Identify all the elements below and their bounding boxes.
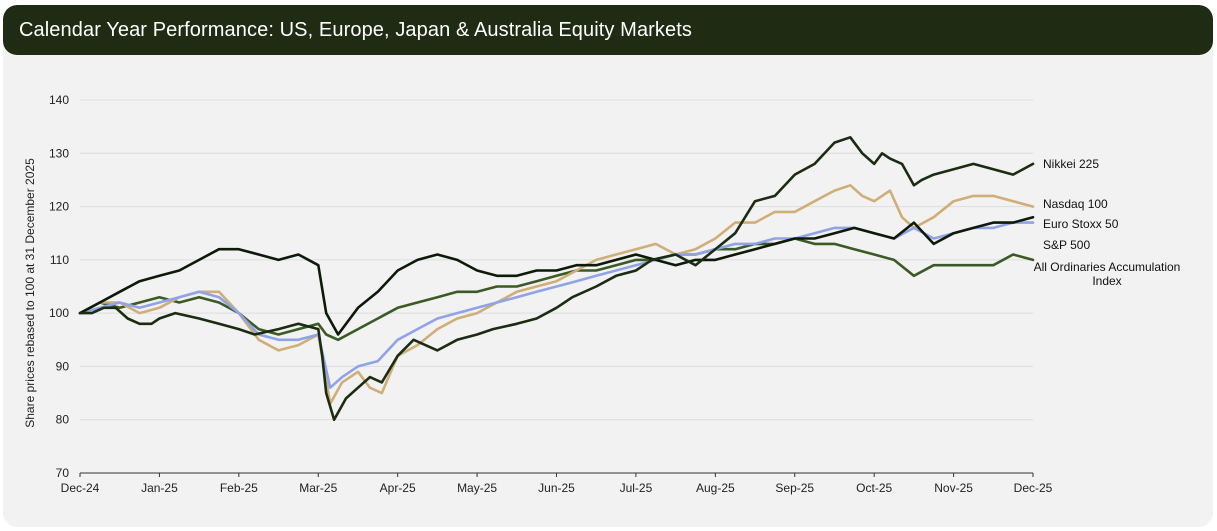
y-axis-label: Share prices rebased to 100 at 31 Decemb… xyxy=(23,158,37,428)
series-line-nikkei xyxy=(78,136,1035,422)
x-tick-label: May-25 xyxy=(457,481,497,495)
x-tick-label: Oct-25 xyxy=(856,481,892,495)
y-tick-label: 100 xyxy=(49,306,69,320)
series-end-label: Nasdaq 100 xyxy=(1043,197,1108,211)
y-tick-label: 80 xyxy=(56,413,70,427)
series-end-labels: Nikkei 225 Nasdaq 100 Euro Stoxx 50 S&P 500… xyxy=(1034,157,1181,288)
x-tick-label: Feb-25 xyxy=(220,481,258,495)
x-tick-label: Jul-25 xyxy=(620,481,653,495)
x-tick-label: Mar-25 xyxy=(299,481,337,495)
series-end-label: Euro Stoxx 50 xyxy=(1043,217,1119,231)
y-tick-label: 70 xyxy=(56,466,70,480)
x-tick-label: Jun-25 xyxy=(538,481,575,495)
series-end-label: S&P 500 xyxy=(1043,238,1090,252)
series-line-nasdaq xyxy=(78,184,1035,406)
x-tick-label: Apr-25 xyxy=(380,481,416,495)
series-end-label: All Ordinaries Accumulation xyxy=(1034,260,1181,274)
series-lines xyxy=(78,136,1035,422)
y-tick-label: 120 xyxy=(49,200,69,214)
series-end-label: Index xyxy=(1092,274,1121,288)
y-tick-label: 90 xyxy=(56,359,70,373)
series-line-eurostoxx xyxy=(78,215,1035,336)
x-tick-label: Dec-25 xyxy=(1014,481,1053,495)
x-tick-label: Sep-25 xyxy=(775,481,814,495)
y-tick-label: 130 xyxy=(49,146,69,160)
x-tick-label: Aug-25 xyxy=(696,481,735,495)
x-tick-label: Jan-25 xyxy=(141,481,178,495)
series-end-label: Nikkei 225 xyxy=(1043,157,1099,171)
y-axis-ticks: 70 80 90 100 110 120 130 140 xyxy=(49,93,69,480)
x-tick-label: Dec-24 xyxy=(61,481,100,495)
y-tick-label: 140 xyxy=(49,93,69,107)
chart-title: Calendar Year Performance: US, Europe, J… xyxy=(19,19,693,41)
line-chart: 70 80 90 100 110 120 130 140 Dec-24 Jan-25 Feb-25… xyxy=(23,93,1181,495)
x-axis-ticks: Dec-24 Jan-25 Feb-25 Mar-25 Apr-25 May-25 Jun-… xyxy=(61,473,1053,495)
chart-panel: Calendar Year Performance: US, Europe, J… xyxy=(3,5,1213,527)
x-tick-label: Nov-25 xyxy=(934,481,973,495)
title-bar: Calendar Year Performance: US, Europe, J… xyxy=(3,5,1213,55)
y-tick-label: 110 xyxy=(50,253,69,267)
